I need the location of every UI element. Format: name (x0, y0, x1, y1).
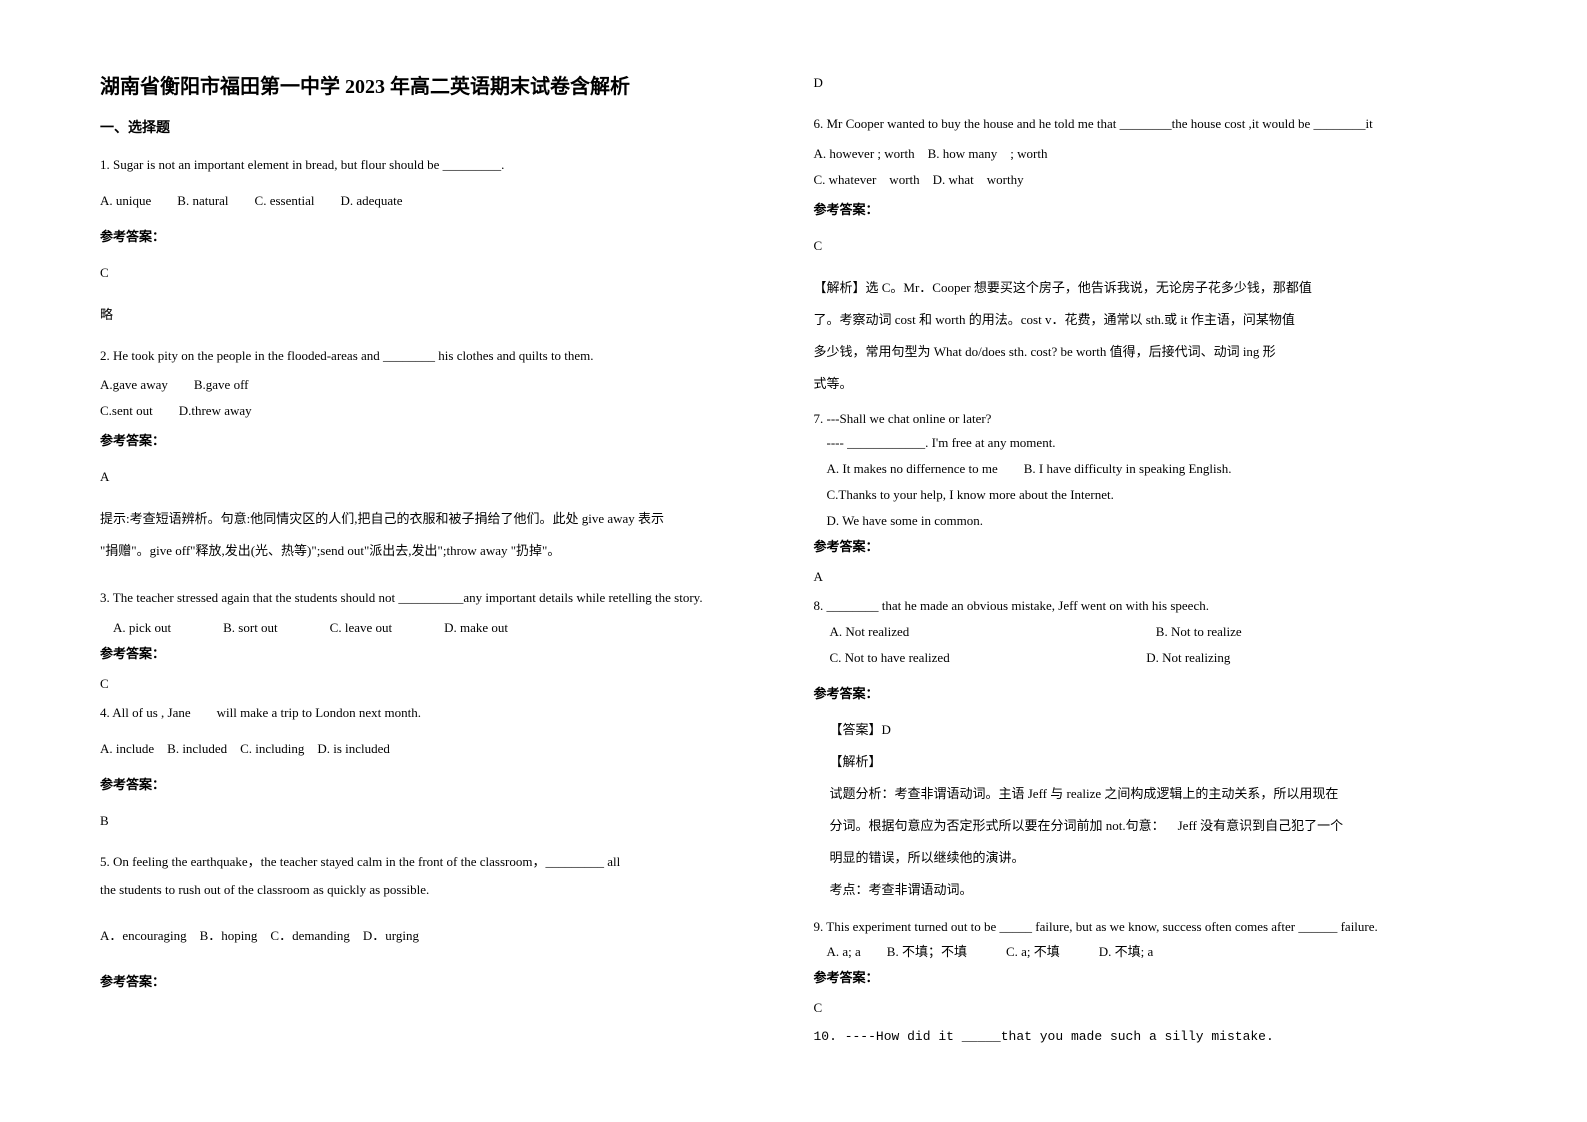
q2-explain-2: "捐赠"。give off"释放,发出(光、热等)";send out"派出去,… (100, 538, 774, 564)
section-heading: 一、选择题 (100, 117, 774, 137)
q7-opt-3: D. We have some in common. (814, 508, 1488, 534)
q6-explain-1: 【解析】选 C。Mr．Cooper 想要买这个房子，他告诉我说，无论房子花多少钱… (814, 275, 1488, 301)
q4-answer-label: 参考答案： (100, 772, 774, 798)
q9-answer-label: 参考答案： (814, 965, 1488, 991)
q9-options: A. a; a B. 不填；不填 C. a; 不填 D. 不填; a (814, 939, 1488, 965)
q8-opt-a: A. Not realized (814, 624, 910, 639)
q8-options-row2: C. Not to have realized D. Not realizing (814, 645, 1488, 671)
q8-opt-d: D. Not realizing (1146, 650, 1230, 665)
q7-stem-2: ---- ____________. I'm free at any momen… (814, 431, 1488, 456)
q2-options-1: A.gave away B.gave off (100, 372, 774, 398)
q7-answer-label: 参考答案： (814, 534, 1488, 560)
q8-explain-3: 明显的错误，所以继续他的演讲。 (814, 845, 1488, 871)
q3-stem: 3. The teacher stressed again that the s… (100, 586, 774, 611)
q8-explain-2: 分词。根据句意应为否定形式所以要在分词前加 not.句意： Jeff 没有意识到… (814, 813, 1488, 839)
q6-answer: C (814, 233, 1488, 259)
q1-note: 略 (100, 302, 774, 328)
q4-stem: 4. All of us , Jane will make a trip to … (100, 701, 774, 726)
q2-options-2: C.sent out D.threw away (100, 398, 774, 424)
q2-stem: 2. He took pity on the people in the flo… (100, 344, 774, 369)
q3-options: A. pick out B. sort out C. leave out D. … (100, 615, 774, 641)
q8-answer-label: 参考答案： (814, 681, 1488, 707)
q6-options-1: A. however ; worth B. how many ; worth (814, 141, 1488, 167)
left-column: 湖南省衡阳市福田第一中学 2023 年高二英语期末试卷含解析 一、选择题 1. … (100, 70, 774, 1082)
exam-title: 湖南省衡阳市福田第一中学 2023 年高二英语期末试卷含解析 (100, 70, 774, 99)
q7-opt-2: C.Thanks to your help, I know more about… (814, 482, 1488, 508)
q8-explain-0: 【解析】 (814, 749, 1488, 775)
q1-stem: 1. Sugar is not an important element in … (100, 153, 774, 178)
q6-options-2: C. whatever worth D. what worthy (814, 167, 1488, 193)
q8-answer: 【答案】D (814, 717, 1488, 743)
q9-answer: C (814, 995, 1488, 1021)
q1-options: A. unique B. natural C. essential D. ade… (100, 188, 774, 214)
q8-opt-c: C. Not to have realized (814, 650, 950, 665)
q7-answer: A (814, 564, 1488, 590)
q8-explain-4: 考点：考查非谓语动词。 (814, 877, 1488, 903)
q8-opt-b: B. Not to realize (1156, 624, 1242, 639)
q4-answer: B (100, 808, 774, 834)
q7-stem-1: 7. ---Shall we chat online or later? (814, 407, 1488, 432)
q3-answer: C (100, 671, 774, 697)
q8-explain-1: 试题分析：考查非谓语动词。主语 Jeff 与 realize 之间构成逻辑上的主… (814, 781, 1488, 807)
q2-answer: A (100, 464, 774, 490)
q5-stem-2: the students to rush out of the classroo… (100, 878, 774, 903)
q5-stem-1: 5. On feeling the earthquake，the teacher… (100, 850, 774, 875)
q6-explain-2: 了。考察动词 cost 和 worth 的用法。cost v．花费，通常以 st… (814, 307, 1488, 333)
q4-options: A. include B. included C. including D. i… (100, 736, 774, 762)
q6-explain-4: 式等。 (814, 371, 1488, 397)
q6-explain-3: 多少钱，常用句型为 What do/does sth. cost? be wor… (814, 339, 1488, 365)
q6-stem: 6. Mr Cooper wanted to buy the house and… (814, 112, 1488, 137)
q1-answer-label: 参考答案： (100, 224, 774, 250)
q2-explain-1: 提示:考查短语辨析。句意:他同情灾区的人们,把自己的衣服和被子捐给了他们。此处 … (100, 506, 774, 532)
q5-answer: D (814, 70, 1488, 96)
q9-stem: 9. This experiment turned out to be ____… (814, 915, 1488, 940)
right-column: D 6. Mr Cooper wanted to buy the house a… (814, 70, 1488, 1082)
q2-answer-label: 参考答案： (100, 428, 774, 454)
q8-options-row1: A. Not realized B. Not to realize (814, 619, 1488, 645)
q3-answer-label: 参考答案： (100, 641, 774, 667)
q1-answer: C (100, 260, 774, 286)
q5-options: A．encouraging B．hoping C．demanding D．urg… (100, 923, 774, 949)
q8-stem: 8. ________ that he made an obvious mist… (814, 594, 1488, 619)
q10-stem: 10. ----How did it _____that you made su… (814, 1025, 1488, 1050)
q7-opt-1: A. It makes no differnence to me B. I ha… (814, 456, 1488, 482)
q5-answer-label: 参考答案： (100, 969, 774, 995)
q6-answer-label: 参考答案： (814, 197, 1488, 223)
